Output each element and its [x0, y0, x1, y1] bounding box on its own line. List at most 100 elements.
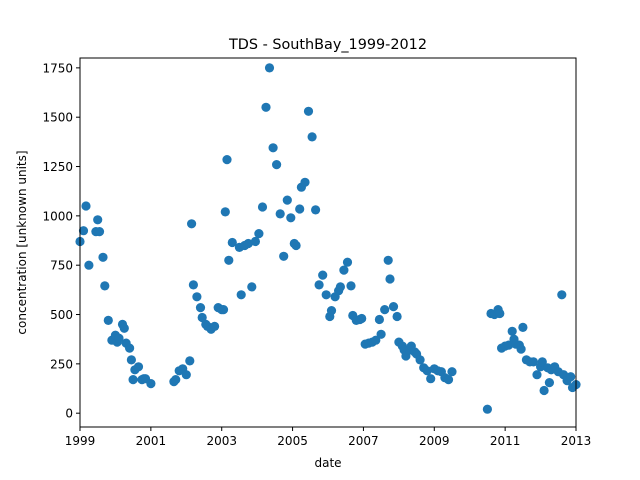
y-tick-label: 750: [50, 259, 73, 273]
data-point: [422, 366, 432, 376]
data-point: [119, 323, 129, 333]
data-point: [257, 202, 268, 212]
data-point: [133, 362, 144, 372]
data-point: [126, 355, 136, 365]
x-tick-label: 2007: [348, 434, 379, 448]
data-point: [335, 282, 345, 292]
plot-frame: [79, 57, 577, 428]
data-point: [282, 195, 292, 205]
data-point: [197, 312, 207, 323]
data-point: [224, 255, 234, 265]
data-point: [264, 63, 275, 73]
data-point: [185, 356, 195, 366]
data-point: [272, 160, 282, 170]
data-point: [346, 281, 356, 291]
data-point: [318, 270, 328, 280]
data-point: [146, 379, 156, 389]
data-point: [236, 290, 246, 300]
data-point: [210, 321, 220, 331]
data-point: [326, 306, 337, 316]
data-point: [243, 238, 253, 249]
data-point: [443, 375, 454, 385]
data-point: [374, 314, 384, 325]
data-point: [321, 290, 331, 300]
x-tick-label: 2001: [136, 434, 167, 448]
data-point: [98, 252, 108, 262]
data-point: [128, 375, 138, 385]
data-point: [504, 340, 514, 350]
data-point: [392, 311, 402, 322]
x-tick-label: 2011: [490, 434, 521, 448]
y-tick-label: 1750: [42, 61, 73, 75]
data-point: [495, 308, 505, 319]
y-tick-label: 500: [50, 308, 73, 322]
data-point: [250, 236, 260, 247]
data-point: [482, 404, 492, 414]
y-tick-label: 1000: [42, 209, 73, 223]
data-point: [544, 378, 555, 388]
x-tick-label: 2013: [561, 434, 592, 448]
x-tick-label: 2005: [277, 434, 308, 448]
data-point: [307, 132, 317, 142]
data-point: [227, 237, 237, 248]
y-tick-label: 250: [50, 357, 73, 371]
data-point: [187, 219, 197, 229]
x-tick-label: 1999: [65, 434, 96, 448]
data-point: [78, 226, 89, 236]
data-point: [447, 367, 457, 377]
data-point: [81, 201, 91, 211]
data-point: [357, 313, 367, 324]
data-point: [528, 357, 539, 367]
data-point: [275, 209, 285, 219]
data-point: [222, 155, 232, 165]
data-point: [426, 374, 436, 384]
data-point: [518, 322, 528, 332]
x-tick-label: 2003: [206, 434, 237, 448]
data-point: [247, 282, 257, 292]
data-point: [100, 281, 110, 291]
data-point: [220, 207, 230, 217]
data-point: [286, 213, 296, 223]
y-axis: 0 250 500 750 1000 1250 1500 1750: [42, 61, 80, 421]
data-point: [385, 274, 395, 284]
x-axis: 1999 2001 2003 2005 2007 2009 2011 2013: [65, 427, 592, 448]
data-point: [380, 305, 390, 315]
data-point: [376, 329, 386, 339]
data-point: [303, 106, 314, 116]
data-point: [268, 143, 278, 153]
data-point: [516, 344, 526, 354]
data-points: [75, 63, 581, 414]
data-point: [314, 280, 324, 290]
data-point: [192, 292, 202, 302]
data-point: [218, 305, 229, 315]
data-point: [195, 303, 206, 313]
y-axis-label: concentration [unknown units]: [15, 150, 29, 334]
data-point: [557, 290, 567, 300]
data-point: [539, 385, 549, 396]
data-point: [291, 240, 301, 251]
data-point: [94, 227, 105, 237]
data-point: [566, 372, 576, 382]
data-point: [507, 326, 517, 336]
data-point: [371, 335, 381, 345]
data-point: [295, 204, 305, 214]
y-tick-label: 0: [65, 407, 73, 421]
data-point: [383, 255, 393, 265]
data-point: [103, 315, 113, 325]
data-point: [388, 302, 399, 312]
data-point: [300, 177, 310, 187]
data-point: [342, 257, 353, 267]
chart-title: TDS - SouthBay_1999-2012: [228, 37, 427, 53]
data-point: [537, 357, 547, 367]
data-point: [114, 333, 124, 343]
data-point: [93, 215, 103, 225]
y-tick-label: 1250: [42, 160, 73, 174]
data-point: [254, 229, 264, 239]
data-point: [415, 355, 425, 365]
data-point: [125, 343, 135, 353]
data-point: [188, 280, 198, 290]
data-point: [261, 102, 271, 112]
x-tick-label: 2009: [419, 434, 450, 448]
data-point: [181, 370, 191, 380]
